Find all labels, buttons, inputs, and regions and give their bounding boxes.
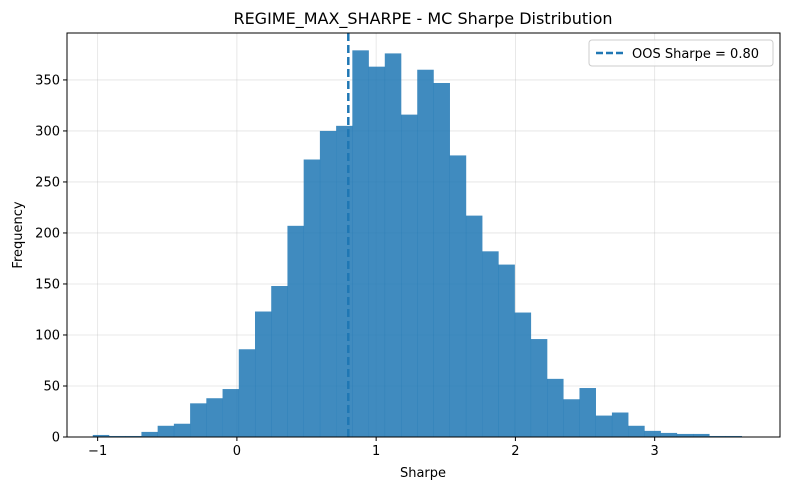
y-axis: 0 50 100 150 200 250 300 350 [35,73,67,446]
histogram-bar [125,435,142,437]
y-tick-label: 200 [35,226,60,241]
y-tick-label: 0 [52,431,60,446]
legend-box [588,39,774,67]
y-axis-label: Frequency [11,201,26,268]
histogram-bar [319,130,337,437]
x-tick-label: 0 [233,444,241,459]
histogram-bar [482,251,499,437]
legend-label: OOS Sharpe = 0.80 [632,47,759,62]
y-tick-label: 150 [35,277,60,292]
y-tick-label: 300 [35,124,60,139]
histogram-bar [417,69,434,438]
x-axis-label: Sharpe [400,466,446,481]
histogram-bar [157,425,175,437]
histogram-bar [465,215,483,437]
y-tick-label: 100 [35,328,60,343]
x-tick-label: −1 [88,444,107,459]
histogram-bar [563,399,580,437]
histogram-bar [660,432,678,437]
x-tick-label: 3 [651,444,659,459]
histogram-bar [547,378,564,437]
histogram-bar [611,412,629,437]
x-tick-label: 1 [372,444,380,459]
chart-title: REGIME_MAX_SHARPE - MC Sharpe Distributi… [233,9,612,29]
histogram-bar [498,264,515,437]
histogram-bar [108,435,126,437]
y-tick-label: 50 [43,379,60,394]
histogram-bar [352,50,369,437]
x-tick-label: 2 [511,444,519,459]
histogram-bar [530,339,548,437]
histogram-bar [693,433,710,437]
histogram-bar [676,433,694,437]
histogram-bar [644,430,661,437]
y-tick-label: 250 [35,175,60,190]
histogram-bar [514,312,532,437]
histogram-bar [271,286,288,437]
plot-frame [66,32,781,438]
bars-layer [92,50,743,438]
histogram-bar [595,415,613,437]
histogram-bar [725,435,743,437]
histogram-bar [303,159,321,437]
histogram-bar [709,435,726,437]
histogram-bar [287,225,304,437]
histogram-bar [190,403,207,437]
x-axis: −1 0 1 2 3 [88,437,659,459]
y-tick-label: 350 [35,73,60,88]
histogram-bar [206,398,223,437]
histogram-bar [238,349,256,437]
histogram-bar [222,389,240,437]
histogram-bar [433,82,450,437]
legend: OOS Sharpe = 0.80 [588,39,774,67]
histogram-bar [401,114,418,438]
histogram-bar [628,425,645,437]
histogram-bar [449,155,467,437]
histogram-bar [173,423,191,437]
histogram-bar [92,434,110,437]
histogram-bar [368,66,386,438]
histogram-bar [254,311,272,437]
histogram-bar [579,388,596,437]
histogram-bar [336,125,353,438]
histogram-bar [384,53,402,437]
histogram-bar [141,431,158,437]
